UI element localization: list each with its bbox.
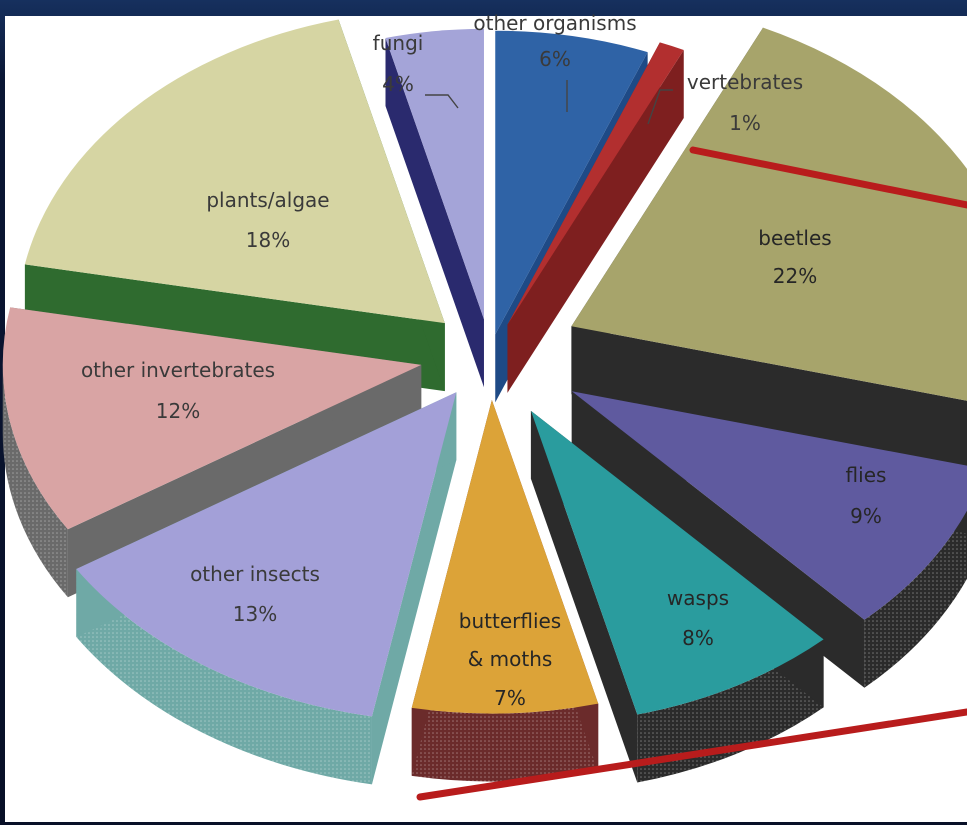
slice-top-plants-algae	[24, 19, 445, 324]
slice-top-wasps	[530, 410, 824, 715]
pct-butterflies-moths: 7%	[494, 686, 526, 710]
slice-top-other-organisms	[495, 30, 648, 335]
pct-fungi: 4%	[382, 72, 414, 96]
label-butterflies-moths-line-2: & moths	[468, 647, 553, 671]
slice-fungi	[385, 28, 484, 388]
leader-line-fungi	[425, 94, 459, 109]
callout-line-bottom	[416, 708, 967, 801]
label-vertebrates: vertebrates	[687, 70, 803, 94]
slice-top-flies	[571, 391, 967, 620]
slice-top-vertebrates	[507, 42, 684, 325]
label-beetles: beetles	[758, 226, 831, 250]
slice-top-beetles	[571, 27, 967, 401]
slice-wasps	[530, 410, 824, 783]
pct-flies: 9%	[850, 504, 882, 528]
label-plants-algae: plants/algae	[206, 188, 329, 212]
pct-plants-algae: 18%	[246, 228, 290, 252]
pct-wasps: 8%	[682, 626, 714, 650]
slice-top-butterflies-moths	[411, 399, 599, 714]
slice-top-other-insects	[76, 392, 457, 717]
label-fungi: fungi	[373, 31, 424, 55]
leader-line-vertebrates	[647, 89, 673, 125]
callout-lines	[416, 146, 967, 801]
label-other-invertebrates: other invertebrates	[81, 358, 275, 382]
slice-vertebrates	[507, 42, 684, 393]
pct-other-insects: 13%	[233, 602, 277, 626]
slice-top-other-invertebrates	[2, 307, 422, 530]
slice-butterflies-moths	[411, 399, 599, 782]
pct-beetles: 22%	[773, 264, 817, 288]
slice-flies	[571, 391, 967, 688]
pct-other-invertebrates: 12%	[156, 399, 200, 423]
label-other-insects: other insects	[190, 562, 320, 586]
pct-other-organisms: 6%	[539, 47, 571, 71]
pct-vertebrates: 1%	[729, 111, 761, 135]
slice-top-fungi	[385, 28, 484, 320]
callout-line-top	[689, 146, 967, 209]
label-other-organisms: other organisms	[473, 11, 636, 35]
slice-beetles	[571, 27, 967, 469]
label-wasps: wasps	[667, 586, 729, 610]
label-flies: flies	[846, 463, 887, 487]
label-butterflies-moths-line-1: butterflies	[459, 609, 561, 633]
slice-other-insects	[76, 392, 457, 785]
